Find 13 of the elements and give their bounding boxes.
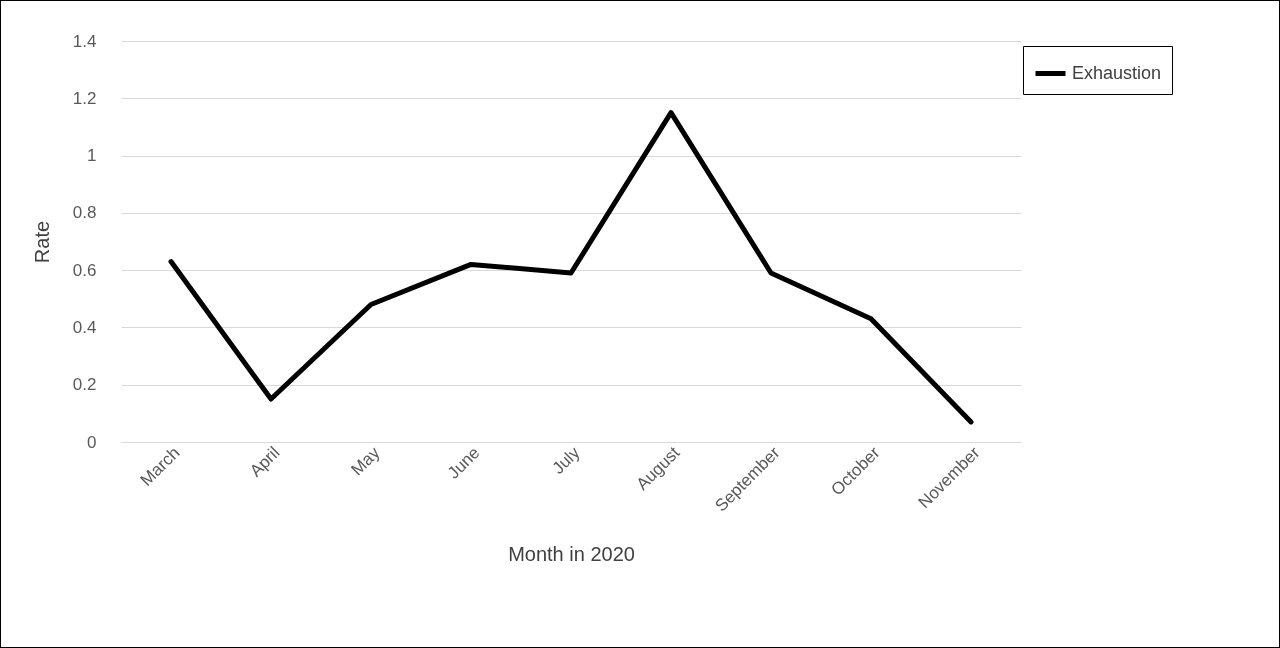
- y-tick-label: 0.4: [72, 317, 97, 337]
- legend-label: Exhaustion: [1072, 62, 1162, 83]
- x-axis-title: Month in 2020: [508, 542, 635, 565]
- y-tick-label: 1: [87, 146, 97, 166]
- x-tick-label: May: [347, 442, 384, 480]
- y-tick-label: 0.8: [72, 203, 97, 223]
- y-tick-label: 0.2: [72, 375, 97, 395]
- x-tick-label: July: [548, 442, 584, 478]
- y-tick-label: 1.2: [72, 88, 97, 108]
- y-axis-title: Rate: [30, 220, 53, 264]
- y-tick-label: 0: [87, 432, 97, 452]
- y-tick-label: 1.4: [72, 31, 97, 51]
- y-tick-label: 0.6: [72, 260, 97, 280]
